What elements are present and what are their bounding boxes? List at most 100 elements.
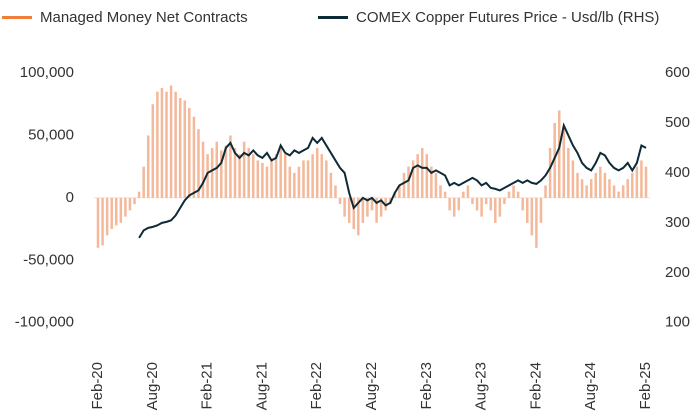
bar — [507, 191, 511, 198]
bar — [101, 197, 104, 246]
bar — [398, 185, 401, 198]
bar — [567, 147, 570, 198]
bar — [306, 160, 310, 198]
y2-tick-label: 100 — [665, 314, 690, 331]
bar — [133, 197, 136, 205]
bar — [516, 191, 520, 198]
x-tick-label: Feb-24 — [527, 362, 544, 410]
legend-label: Managed Money Net Contracts — [40, 9, 248, 26]
bar — [526, 197, 529, 223]
bar — [265, 166, 269, 198]
bar — [608, 179, 611, 198]
bar — [192, 116, 196, 198]
bar — [434, 172, 438, 198]
legend-swatch — [2, 16, 32, 19]
price-line — [138, 122, 647, 239]
bar — [347, 197, 351, 223]
x-tick-label: Aug-21 — [253, 362, 270, 410]
bar — [589, 179, 593, 198]
y2-tick-label: 200 — [665, 264, 690, 281]
bar — [375, 197, 378, 223]
bar — [599, 166, 602, 198]
y2-tick-label: 600 — [665, 64, 690, 81]
bar — [370, 197, 374, 211]
bar — [169, 85, 173, 198]
bar — [252, 154, 255, 198]
bar — [480, 197, 483, 217]
bar — [644, 166, 648, 198]
bar — [425, 154, 429, 198]
y2-tick-label: 400 — [665, 164, 690, 181]
bar — [119, 197, 123, 223]
bar — [557, 110, 561, 198]
bar — [178, 97, 182, 198]
bar — [452, 197, 456, 217]
bar — [498, 197, 502, 217]
bar — [462, 191, 465, 198]
bar — [220, 150, 223, 198]
bar — [210, 147, 214, 198]
bar — [128, 197, 132, 211]
bar — [206, 154, 209, 198]
legend-label: COMEX Copper Futures Price - Usd/lb (RHS… — [356, 9, 659, 26]
y2-tick-label: 300 — [665, 214, 690, 231]
bar — [274, 154, 278, 198]
bar — [325, 160, 328, 198]
bar — [484, 197, 488, 205]
bar — [640, 160, 643, 198]
bar — [338, 197, 342, 205]
bar — [302, 160, 305, 198]
bar — [448, 197, 451, 211]
bar — [329, 172, 333, 198]
bar — [580, 179, 584, 198]
bar — [124, 197, 127, 217]
bar — [430, 166, 433, 198]
x-tick-label: Aug-23 — [473, 362, 490, 410]
bar — [521, 197, 524, 211]
bar — [603, 172, 607, 198]
bar — [475, 197, 479, 211]
bar — [283, 154, 287, 198]
bar — [297, 166, 301, 198]
bar — [530, 197, 534, 236]
bar — [183, 100, 187, 198]
bar — [535, 197, 538, 248]
bar — [576, 172, 579, 198]
bar — [270, 160, 273, 198]
bar — [548, 147, 552, 198]
bar — [379, 197, 383, 217]
bar — [96, 197, 100, 248]
y-tick-label: 0 — [66, 189, 74, 206]
bar — [146, 135, 150, 198]
bar — [617, 191, 620, 198]
bar — [466, 185, 470, 198]
bar — [539, 197, 543, 223]
bar — [489, 197, 492, 211]
bar — [238, 154, 241, 198]
bar — [110, 197, 113, 230]
bar — [411, 160, 415, 198]
bar — [366, 197, 369, 217]
bar — [457, 197, 461, 211]
bar — [242, 141, 246, 198]
bar — [343, 197, 346, 217]
x-tick-label: Feb-20 — [89, 362, 106, 410]
bar — [233, 147, 237, 198]
bar — [416, 154, 419, 198]
bar — [594, 172, 598, 198]
bar — [279, 147, 282, 198]
bar — [402, 172, 406, 198]
x-tick-label: Feb-22 — [308, 362, 325, 410]
y-tick-label: 50,000 — [28, 126, 74, 143]
bar — [553, 122, 556, 198]
bar — [334, 185, 337, 198]
bar — [503, 197, 506, 205]
bar — [156, 91, 159, 198]
bar — [215, 141, 218, 198]
bar — [471, 197, 474, 205]
x-tick-label: Aug-20 — [144, 362, 161, 410]
bar — [160, 87, 164, 198]
bar — [256, 160, 260, 198]
bar — [105, 197, 109, 236]
